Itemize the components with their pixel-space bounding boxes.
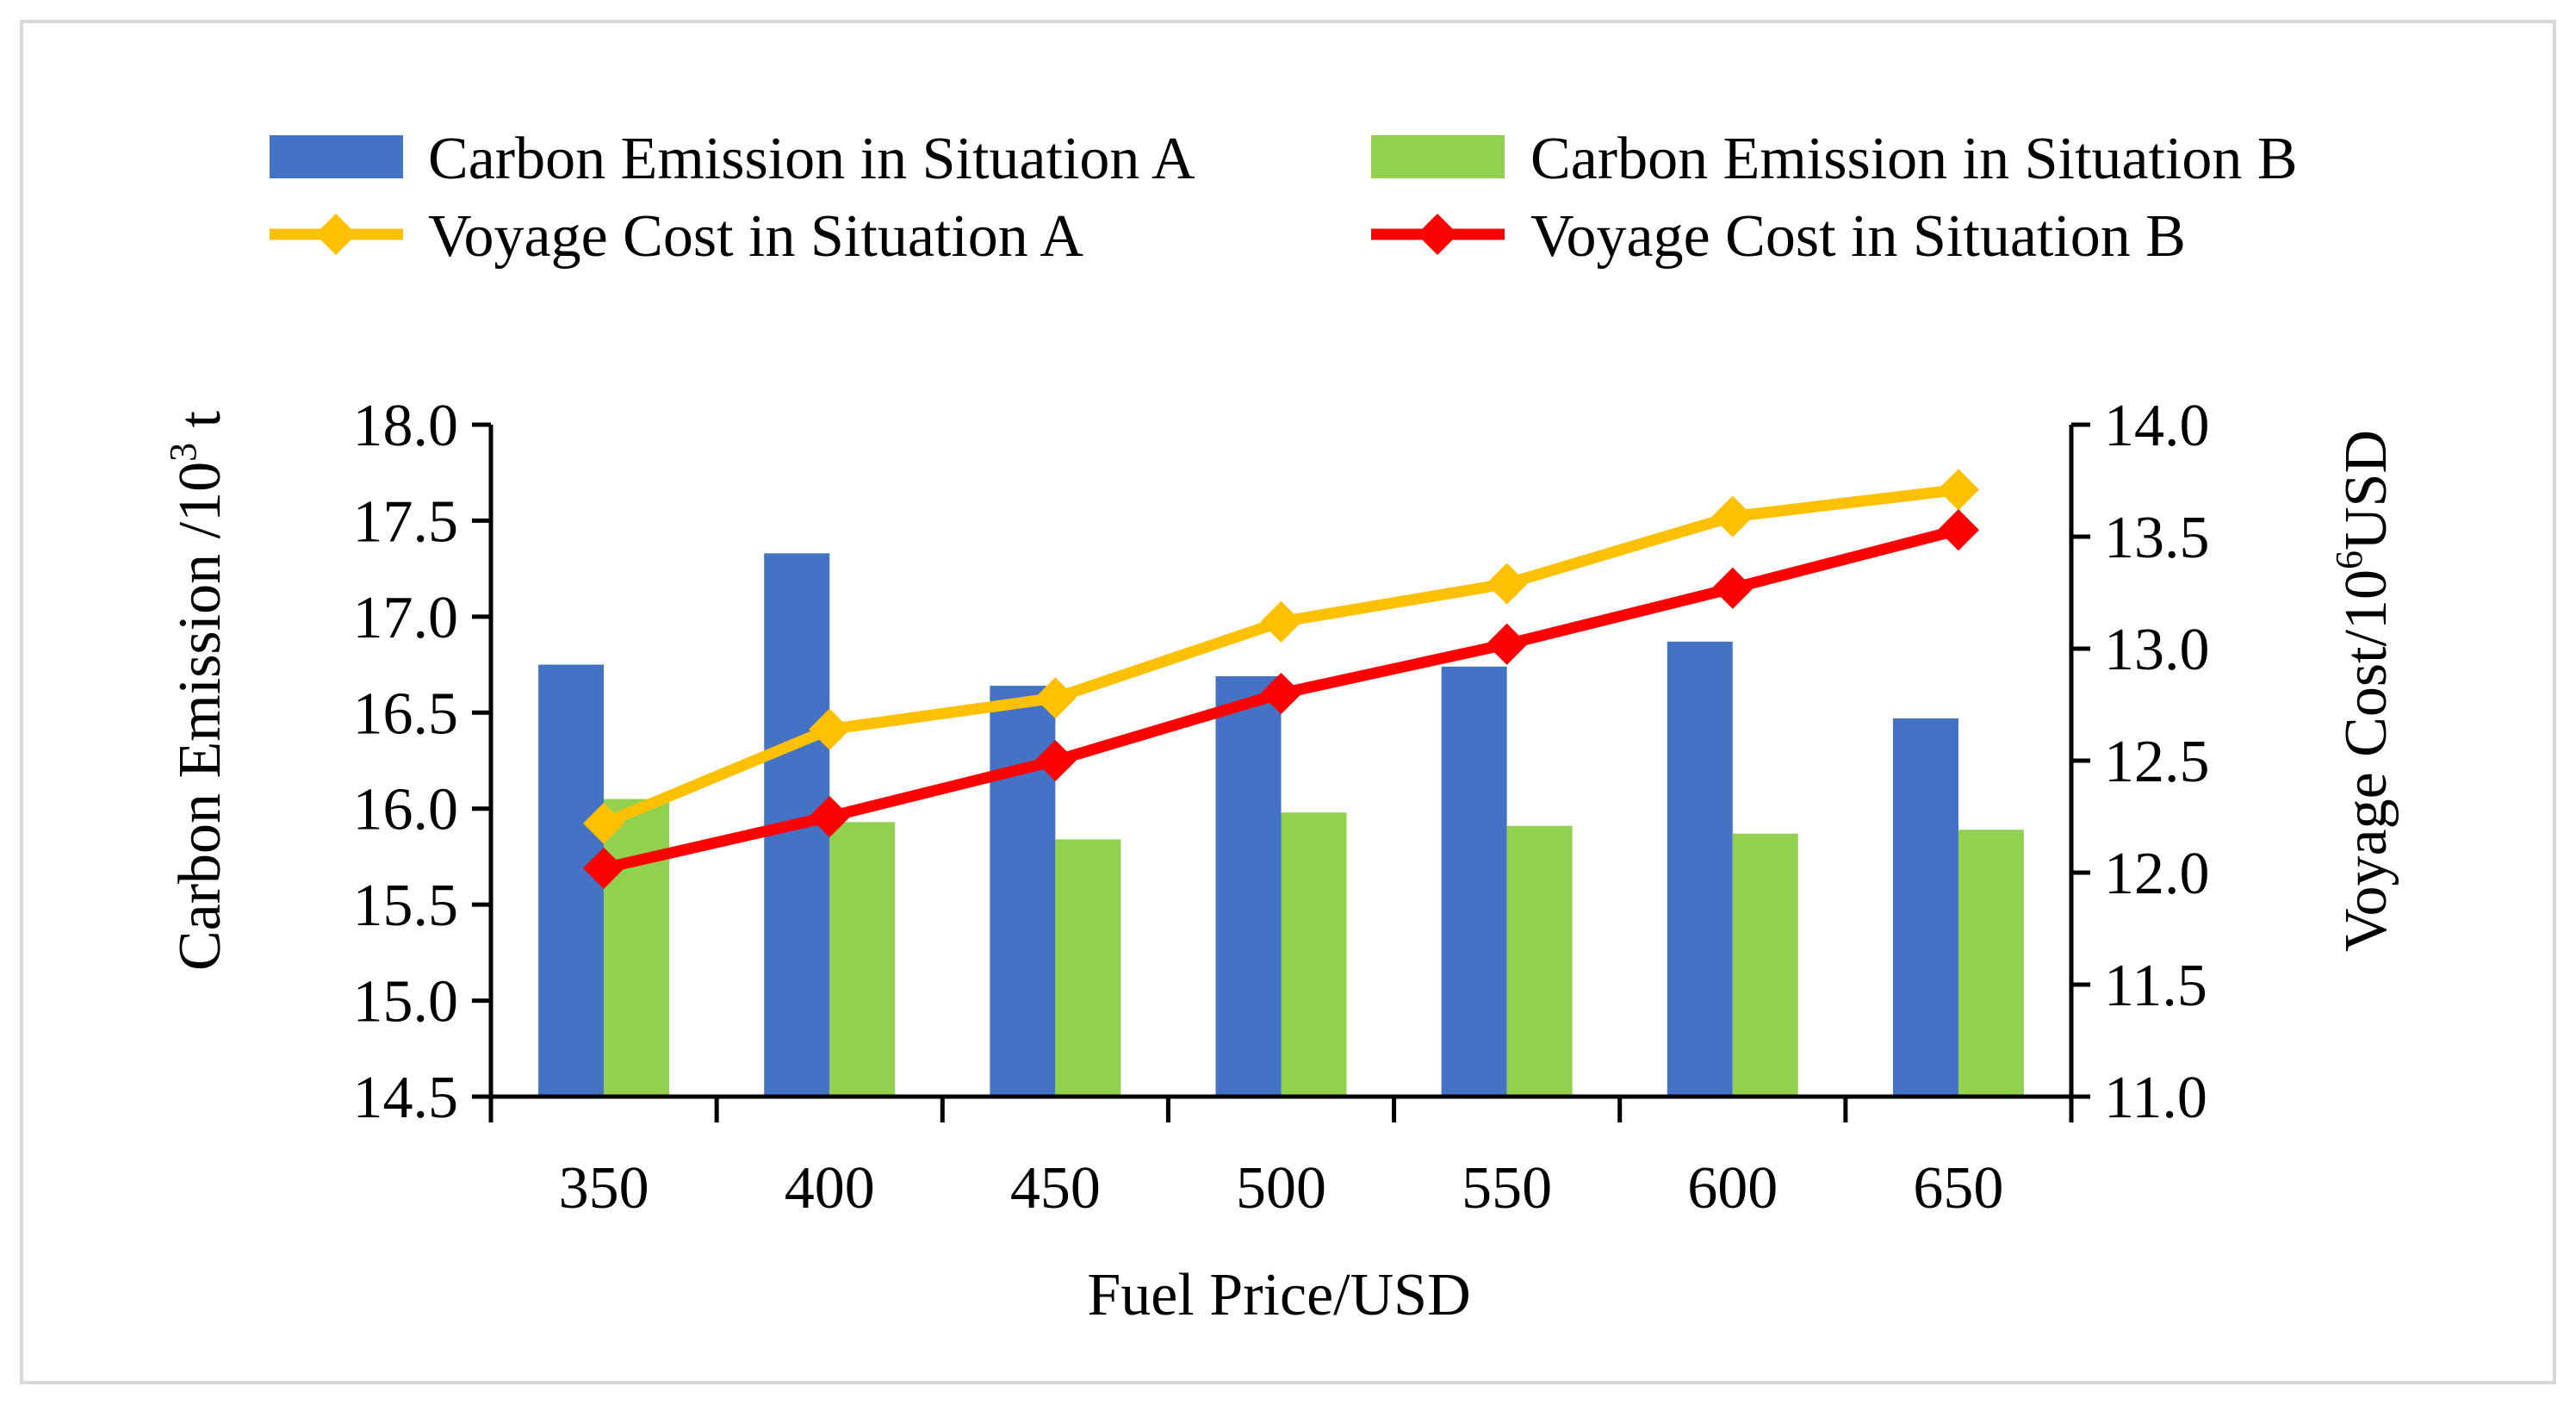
- y-axis-right-ticks: 11.0 11.5 12.0 12.5 13.0 13.5 14.0: [2071, 393, 2210, 1131]
- y-tick-label-17.0: 17.0: [353, 585, 459, 651]
- bar-emission-a-550: [1441, 666, 1507, 1097]
- y-tick-label-16.0: 16.0: [353, 777, 459, 843]
- x-tick-label-350: 350: [559, 1155, 649, 1222]
- bar-emission-b-500: [1281, 812, 1347, 1097]
- y-tick-label-16.5: 16.5: [353, 681, 459, 747]
- x-tick-label-500: 500: [1236, 1155, 1326, 1222]
- y2-tick-label-11.5: 11.5: [2104, 953, 2207, 1019]
- x-axis-title: Fuel Price/USD: [1087, 1262, 1470, 1328]
- x-tick-label-450: 450: [1010, 1155, 1101, 1222]
- x-tick-label-600: 600: [1687, 1155, 1778, 1222]
- bar-emission-a-450: [990, 686, 1056, 1097]
- y-axis-left-title-sup: 3: [162, 443, 204, 462]
- legend-label-emission-a: Carbon Emission in Situation A: [428, 126, 1195, 192]
- y-tick-label-17.5: 17.5: [353, 488, 459, 555]
- y-axis-right-title: Voyage Cost/106USD: [2328, 430, 2399, 952]
- y-axis-left-title-main: Carbon Emission /10: [167, 462, 233, 971]
- y2-tick-label-12.0: 12.0: [2104, 841, 2210, 907]
- line-layer: [583, 469, 1979, 889]
- point-cost-a-400: [809, 708, 851, 750]
- bar-emission-a-500: [1215, 675, 1282, 1097]
- y-tick-label-15.5: 15.5: [353, 873, 459, 939]
- x-tick-label-650: 650: [1913, 1155, 2003, 1222]
- legend-swatch-emission-b: [1371, 135, 1505, 178]
- bar-emission-a-350: [538, 664, 605, 1097]
- legend: Carbon Emission in Situation A Carbon Em…: [270, 126, 2298, 270]
- y2-tick-label-13.0: 13.0: [2104, 617, 2210, 683]
- y-axis-left-title: Carbon Emission /103 t: [162, 410, 233, 971]
- y2-tick-label-13.5: 13.5: [2104, 505, 2210, 571]
- legend-marker-cost-a: [314, 213, 357, 256]
- bar-emission-a-650: [1892, 718, 1958, 1097]
- bar-emission-b-550: [1506, 825, 1573, 1097]
- legend-label-emission-b: Carbon Emission in Situation B: [1530, 126, 2298, 192]
- y2-tick-label-14.0: 14.0: [2104, 393, 2210, 459]
- bar-emission-b-600: [1732, 833, 1798, 1097]
- y-axis-left-title-tail: t: [167, 410, 233, 443]
- y-axis-right-title-sup: 6: [2328, 550, 2370, 569]
- bar-emission-b-450: [1055, 839, 1121, 1097]
- y-axis-left-ticks: 14.5 15.0 15.5 16.0 16.5 17.0 17.5 18.0: [353, 393, 491, 1131]
- y-tick-label-15.0: 15.0: [353, 969, 459, 1035]
- y-axis-right-title-main: Voyage Cost/10: [2333, 569, 2399, 952]
- y2-tick-label-12.5: 12.5: [2104, 729, 2210, 795]
- bar-emission-b-650: [1958, 830, 2024, 1097]
- point-cost-a-350: [583, 802, 625, 844]
- y2-tick-label-11.0: 11.0: [2104, 1065, 2207, 1131]
- bar-emission-b-350: [604, 799, 670, 1097]
- legend-label-cost-a: Voyage Cost in Situation A: [428, 203, 1083, 270]
- legend-label-cost-b: Voyage Cost in Situation B: [1530, 203, 2186, 270]
- y-tick-label-18.0: 18.0: [353, 393, 459, 459]
- y-tick-label-14.5: 14.5: [353, 1065, 459, 1131]
- point-cost-b-350: [583, 847, 625, 889]
- axes: 350 400 450 500 550 600 650 14.5 15.0 15.5 16.0 16…: [353, 393, 2210, 1222]
- bar-emission-b-400: [829, 822, 896, 1097]
- point-cost-b-400: [809, 795, 851, 838]
- x-axis-ticks: 350 400 450 500 550 600 650: [488, 1097, 2074, 1222]
- point-cost-a-650: [1937, 469, 1979, 511]
- legend-swatch-emission-a: [270, 135, 403, 178]
- x-tick-label-550: 550: [1462, 1155, 1552, 1222]
- bar-emission-a-600: [1667, 641, 1733, 1097]
- y-axis-right-title-tail: USD: [2333, 430, 2399, 550]
- point-cost-b-650: [1937, 509, 1979, 551]
- x-tick-label-400: 400: [785, 1155, 875, 1222]
